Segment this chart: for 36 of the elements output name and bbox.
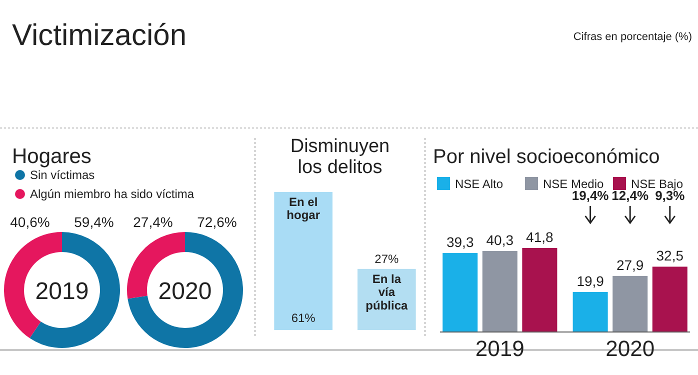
data-label: 41,8	[526, 229, 554, 245]
bar	[482, 251, 518, 332]
text: 19,4%	[572, 188, 610, 203]
bar	[652, 266, 688, 332]
chart-title: Por nivel socioeconómico	[433, 146, 660, 168]
data-label: 59,4%	[74, 214, 114, 230]
bar	[522, 248, 558, 332]
x-tick-label: En el hogar	[286, 195, 320, 222]
data-label: 61%	[291, 311, 316, 325]
data-label: 39,3	[446, 234, 474, 250]
bar	[572, 292, 608, 332]
data-label: 19,9	[576, 273, 604, 290]
x-tick-label: En la vía pública	[366, 272, 408, 312]
text: 12,4%	[612, 188, 649, 203]
data-label: 32,5	[656, 248, 684, 264]
legend-label: NSE Medio	[543, 177, 604, 191]
text: 2020	[158, 278, 212, 305]
legend-label: NSE Alto	[455, 177, 504, 191]
data-label: 40,6%	[10, 214, 50, 230]
bar	[442, 253, 478, 332]
text: 2019	[35, 278, 89, 305]
legend-label: Sin víctimas	[30, 168, 95, 182]
text: Cifras en porcentaje (%)	[573, 31, 692, 43]
legend-label: Algún miembro ha sido víctima	[30, 187, 194, 201]
bar	[612, 276, 648, 332]
data-label: 27,4%	[133, 214, 173, 230]
data-label: 27,9	[616, 256, 644, 273]
legend-label: NSE Bajo	[631, 177, 684, 191]
data-label: 72,6%	[197, 214, 237, 230]
donut-slice	[30, 232, 120, 348]
donut-slice	[128, 232, 243, 348]
data-label: 27%	[374, 252, 399, 266]
text: Victimización	[12, 19, 187, 52]
chart-title: Disminuyen los delitos	[290, 136, 390, 178]
chart-title: Hogares	[12, 145, 92, 168]
data-label: 40,3	[486, 232, 514, 248]
